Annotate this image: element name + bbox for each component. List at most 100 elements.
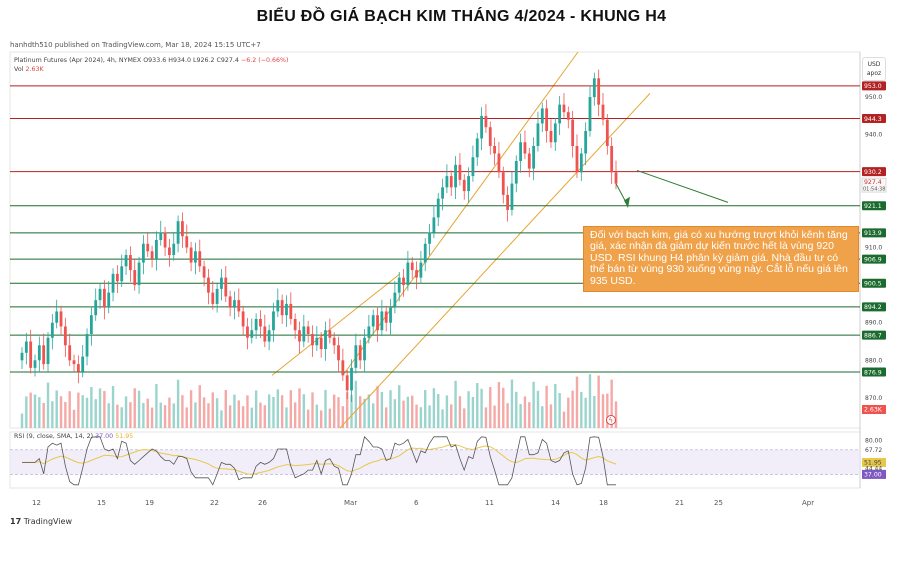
ohlc-values: O933.6 H934.0 L926.2 C927.4 (143, 57, 239, 64)
candle-body (42, 345, 46, 365)
volume-bar (536, 390, 540, 428)
volume-bar (85, 397, 89, 428)
rsi-tick-label: 51.95 (864, 460, 882, 467)
volume-bar (445, 395, 449, 428)
volume-bar (168, 397, 171, 428)
candle-body (597, 78, 601, 105)
channel-base-line (271, 273, 401, 376)
candle-body (397, 277, 401, 293)
candle-body (168, 247, 171, 256)
candle-body (263, 326, 267, 342)
volume-bar (545, 385, 548, 428)
volume-bar (380, 392, 384, 428)
candle-body (302, 326, 306, 342)
candle-body (519, 142, 523, 162)
volume-bar (55, 390, 58, 428)
level-label: 906.9 (864, 256, 882, 263)
candle-body (540, 108, 544, 124)
volume-bar (532, 381, 535, 428)
currency-label: USD (867, 61, 881, 68)
candle-body (293, 318, 297, 331)
candle-body (558, 104, 562, 124)
rsi-label: RSI (9, close, SMA, 14, 2) (14, 433, 94, 440)
level-label: 876.9 (864, 369, 882, 376)
candle-body (289, 303, 293, 319)
level-label: 944.3 (864, 116, 882, 123)
volume-bar (588, 374, 592, 428)
volume-bar (241, 406, 245, 428)
candle-body (436, 198, 440, 218)
volume-bar (350, 394, 353, 428)
volume-bar (150, 407, 154, 428)
volume-bar (389, 390, 392, 428)
candle-body (341, 360, 345, 376)
candle-body (306, 326, 310, 334)
volume-bar (198, 385, 201, 428)
candle-body (207, 277, 210, 293)
candle-body (380, 311, 384, 331)
candle-body (488, 127, 492, 146)
candle-body (376, 315, 379, 331)
candle-body (354, 345, 358, 368)
x-tick-label: 19 (145, 499, 154, 507)
candle-body (202, 266, 206, 278)
volume-bar (402, 400, 405, 428)
volume-bar (285, 407, 288, 428)
change-value: −6.2 (−0.66%) (240, 57, 289, 64)
price-tick-label: 950.0 (865, 94, 882, 101)
volume-bar (541, 406, 544, 428)
candle-body (523, 142, 527, 154)
candle-body (332, 337, 336, 346)
volume-bar (306, 409, 310, 428)
volume-bar (107, 403, 110, 428)
volume-bar (385, 407, 388, 428)
flash-icon[interactable] (606, 415, 616, 425)
volume-bar (280, 395, 284, 428)
volume-bar (584, 397, 587, 428)
volume-bar (202, 397, 206, 428)
volume-bar (610, 379, 613, 428)
candle-body (155, 240, 158, 259)
volume-bar (228, 405, 232, 428)
candle-body (81, 356, 85, 372)
volume-bar (593, 396, 596, 428)
volume-bar (20, 413, 24, 428)
volume-bar (276, 389, 280, 428)
candle-body (185, 236, 189, 248)
candle-body (536, 123, 540, 146)
candle-body (46, 337, 50, 365)
tradingview-logo-text: TradingView (23, 517, 73, 526)
volume-bar (220, 410, 223, 428)
volume-bar (172, 403, 175, 428)
level-badge (862, 201, 886, 211)
currency-button[interactable]: USD apoz (862, 57, 886, 81)
candle-body (319, 337, 323, 350)
volume-bar (406, 396, 410, 428)
candle-body (228, 296, 232, 308)
level-badge (862, 167, 886, 177)
tradingview-logo[interactable]: 17 TradingView (10, 517, 73, 526)
volume-bar (77, 392, 80, 428)
volume-bar (358, 396, 362, 428)
candle-body (89, 315, 93, 334)
volume-bar (454, 380, 457, 428)
candle-body (189, 247, 193, 263)
level-label: 953.0 (864, 83, 882, 90)
volume-bar (94, 399, 97, 428)
level-badge (862, 228, 886, 238)
volume-bar (224, 390, 227, 428)
volume-bar (237, 400, 240, 428)
candle-body (85, 334, 89, 357)
candle-body (72, 360, 76, 365)
volume-bar (176, 379, 180, 428)
candle-body (215, 288, 219, 304)
volume-bar (480, 388, 483, 428)
volume-bar (411, 395, 414, 428)
volume-bar (155, 384, 158, 428)
volume-bar (142, 403, 145, 428)
candle-body (233, 300, 236, 308)
volume-bar (215, 398, 219, 428)
volume-bar (497, 382, 501, 428)
volume-bar (185, 407, 188, 428)
